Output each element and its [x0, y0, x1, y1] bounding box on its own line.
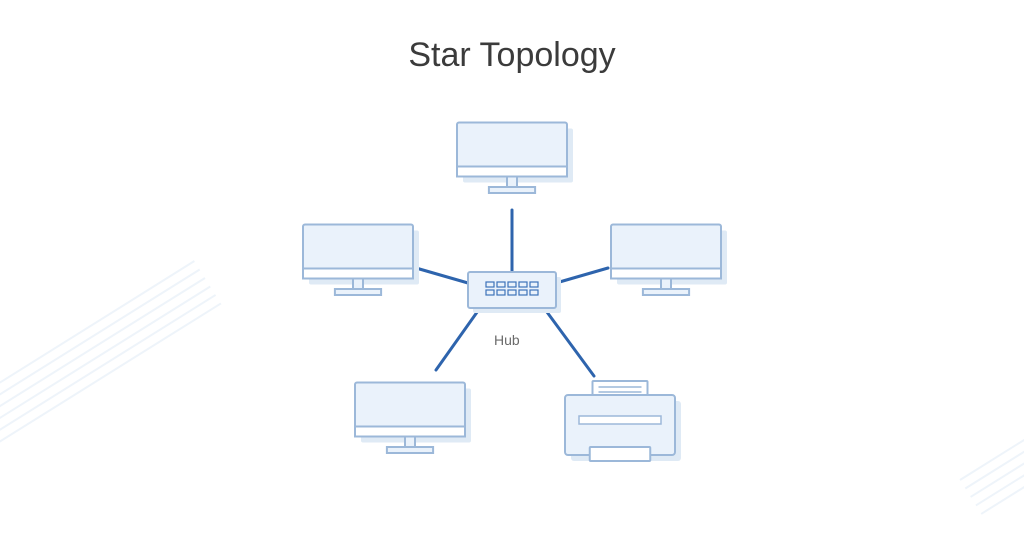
diagram-canvas: Star Topology Hub: [0, 0, 1024, 536]
connection-line: [556, 268, 608, 283]
decor-stripes: [960, 363, 1024, 514]
connection-line: [436, 308, 480, 370]
connection-line: [544, 308, 594, 376]
diagram-svg: [0, 0, 1024, 536]
decor-stripes: [0, 261, 221, 462]
hub-label: Hub: [494, 332, 520, 348]
diagram-title: Star Topology: [0, 36, 1024, 75]
connection-line: [416, 268, 468, 283]
